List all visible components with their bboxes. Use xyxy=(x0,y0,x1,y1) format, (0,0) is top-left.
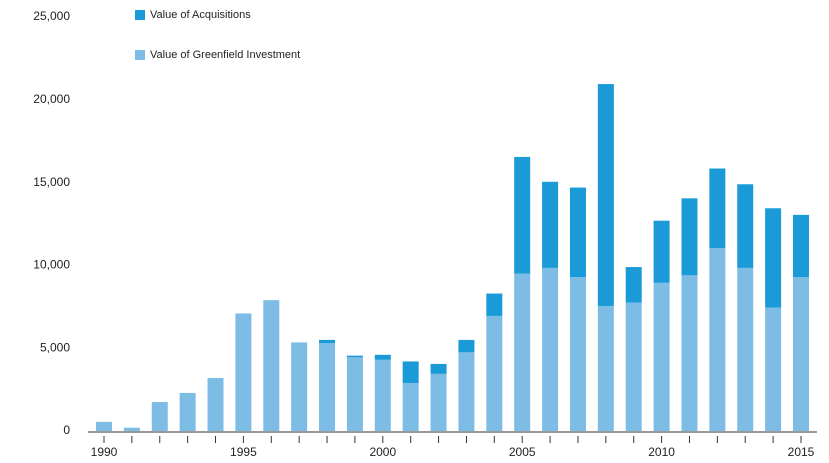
bar-segment xyxy=(374,354,391,360)
bar-segment xyxy=(486,293,503,316)
bar-segment xyxy=(793,214,809,277)
bar-segment xyxy=(597,84,614,306)
bar-segment xyxy=(96,421,112,431)
bar-segment xyxy=(709,248,726,431)
x-tick-label: 2005 xyxy=(509,445,536,459)
y-tick-label: 5,000 xyxy=(40,340,70,354)
bar-segment xyxy=(514,156,531,274)
bar-segment xyxy=(346,357,363,431)
bar-segment xyxy=(625,302,642,431)
x-tick-label: 2010 xyxy=(648,445,675,459)
legend-label: Value of Acquisitions xyxy=(150,9,251,21)
legend-swatch xyxy=(135,50,145,60)
bar-segment xyxy=(123,427,140,431)
bar-segment xyxy=(319,339,336,344)
bar-segment xyxy=(430,373,447,431)
bar-segment xyxy=(681,198,698,276)
bar-segment xyxy=(179,392,196,431)
legend-label: Value of Greenfield Investment xyxy=(150,49,300,61)
y-tick-label: 10,000 xyxy=(33,258,70,272)
x-tick-label: 2000 xyxy=(369,445,396,459)
bar-segment xyxy=(319,343,336,431)
bar-segment xyxy=(374,359,391,431)
bar-segment xyxy=(402,382,419,431)
bar-segment xyxy=(625,267,642,303)
bar-segment xyxy=(458,339,475,353)
bar-segment xyxy=(542,267,559,431)
bar-segment xyxy=(737,184,754,268)
bar-segment xyxy=(569,187,586,277)
x-tick-label: 1990 xyxy=(91,445,118,459)
bar-segment xyxy=(709,168,726,249)
x-tick-label: 2015 xyxy=(788,445,815,459)
bar-segment xyxy=(793,276,809,431)
bar-segment xyxy=(207,378,224,431)
bar-segment xyxy=(346,355,363,358)
bar-segment xyxy=(737,267,754,431)
bar-segment xyxy=(402,361,419,383)
bar-segment xyxy=(486,315,503,431)
bar-segment xyxy=(291,342,308,431)
y-tick-label: 15,000 xyxy=(33,175,70,189)
bar-segment xyxy=(542,181,559,268)
legend-swatch xyxy=(135,10,145,20)
bar-segment xyxy=(430,363,447,374)
bar-segment xyxy=(569,276,586,431)
y-tick-label: 20,000 xyxy=(33,92,70,106)
y-tick-label: 25,000 xyxy=(33,9,70,23)
bar-segment xyxy=(765,208,782,308)
bar-segment xyxy=(235,313,252,431)
bar-segment xyxy=(151,402,168,431)
bar-segment xyxy=(597,305,614,431)
bar-segment xyxy=(765,307,782,431)
bar-segment xyxy=(653,220,670,283)
bar-segment xyxy=(514,273,531,431)
x-tick-label: 1995 xyxy=(230,445,257,459)
bar-segment xyxy=(653,282,670,431)
bar-segment xyxy=(681,275,698,431)
y-tick-label: 0 xyxy=(63,423,70,437)
bar-segment xyxy=(263,300,280,431)
bar-segment xyxy=(458,352,475,431)
